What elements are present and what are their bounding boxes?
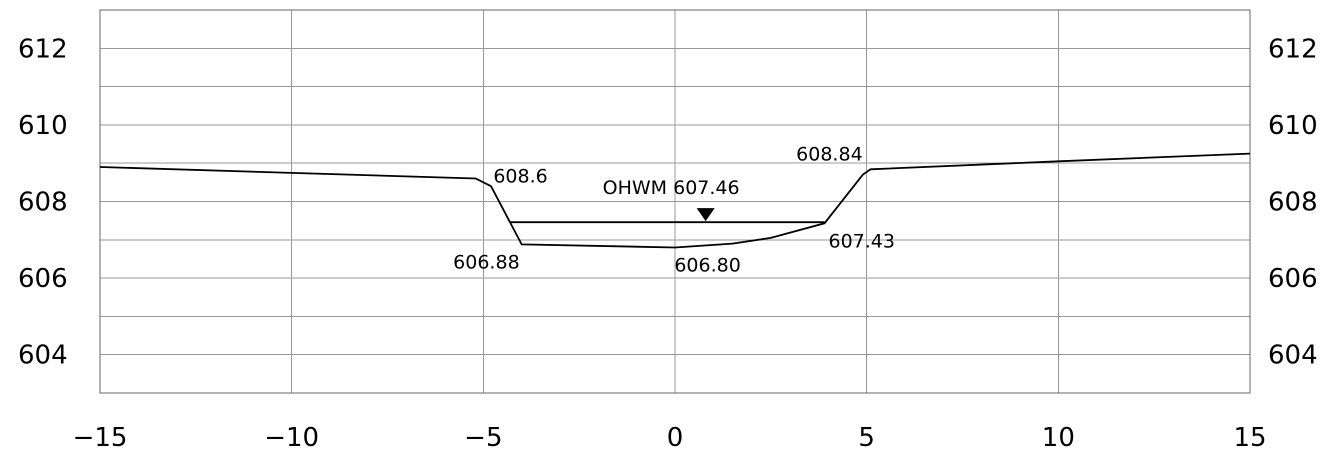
x-tick-label: 10 [1042, 423, 1075, 449]
y-tick-label-left: 606 [18, 264, 68, 294]
y-tick-label-right: 604 [1268, 341, 1318, 371]
x-tick-label: −15 [73, 423, 128, 449]
y-tick-label-right: 608 [1268, 188, 1318, 218]
y-tick-label-left: 608 [18, 188, 68, 218]
x-tick-label: 15 [1233, 423, 1266, 449]
axis-tick-labels: −15 −10 −5 0 5 10 15 604 604 606 606 608 608 610 610 61… [18, 34, 1318, 449]
grid [99, 9, 1251, 394]
elevation-label: 608.6 [493, 166, 547, 188]
y-tick-label-left: 610 [18, 111, 68, 141]
elevation-label: 608.84 [796, 143, 862, 165]
elevation-label: 606.80 [674, 254, 740, 276]
y-tick-label-right: 612 [1268, 34, 1318, 64]
y-tick-label-right: 606 [1268, 264, 1318, 294]
x-tick-label: −10 [264, 423, 319, 449]
ground-profile [99, 152, 1251, 249]
ground-line [99, 152, 1251, 249]
elevation-label: 606.88 [453, 251, 519, 273]
annotations: 608.6 606.88 606.80 607.43 608.84 OHWM 607.46 [453, 143, 895, 276]
elevation-label: OHWM 607.46 [603, 177, 740, 199]
water-surface [510, 208, 825, 224]
y-tick-label-right: 610 [1268, 111, 1318, 141]
y-tick-label-left: 612 [18, 34, 68, 64]
plot-frame [99, 9, 1251, 394]
elevation-label: 607.43 [829, 230, 895, 252]
y-tick-label-left: 604 [18, 341, 68, 371]
x-tick-label: 5 [858, 423, 875, 449]
x-tick-label: 0 [667, 423, 684, 449]
x-tick-label: −5 [464, 423, 502, 449]
water-level-marker [696, 208, 715, 222]
